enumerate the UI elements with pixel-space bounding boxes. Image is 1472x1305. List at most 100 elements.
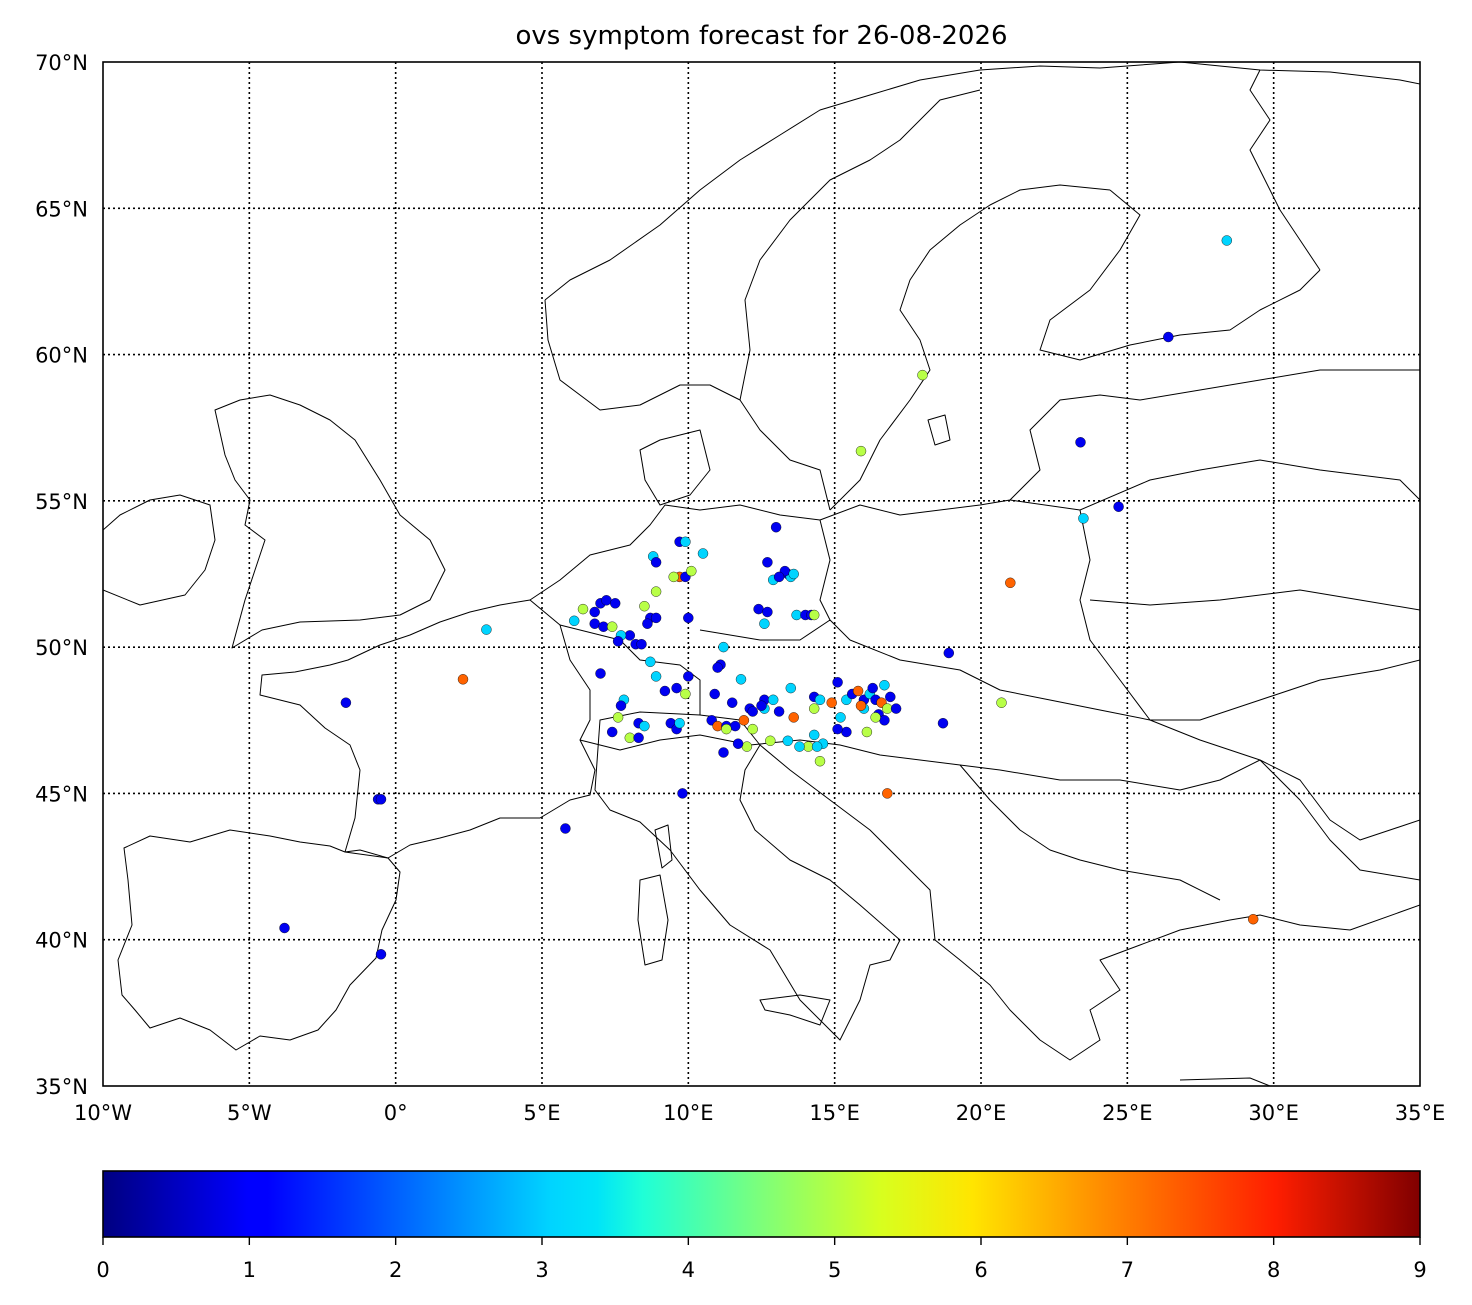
station-point bbox=[569, 615, 580, 626]
coastlines-and-borders bbox=[103, 62, 1420, 1086]
station-point bbox=[589, 606, 600, 618]
colorbar-tick-label: 5 bbox=[828, 1258, 841, 1282]
station-point bbox=[1078, 513, 1089, 524]
lon-tick-label: 10°E bbox=[663, 1101, 714, 1125]
station-point bbox=[759, 618, 770, 629]
lat-tick-label: 45°N bbox=[35, 782, 88, 806]
station-point bbox=[457, 674, 469, 685]
iberia-coast bbox=[117, 829, 401, 1051]
station-point bbox=[826, 697, 837, 708]
map-frame bbox=[102, 61, 1421, 1087]
station-point bbox=[375, 949, 387, 960]
italy-coast bbox=[594, 711, 901, 1041]
britain-coast bbox=[214, 394, 446, 649]
station-point bbox=[633, 732, 644, 743]
station-point bbox=[607, 726, 618, 738]
station-point bbox=[718, 641, 729, 653]
station-point bbox=[375, 794, 387, 805]
station-point bbox=[601, 595, 612, 606]
black-sea-coast bbox=[1259, 759, 1420, 841]
station-point bbox=[803, 741, 814, 752]
station-point bbox=[680, 688, 691, 700]
gotland-coast bbox=[927, 414, 951, 446]
balkans-coast bbox=[759, 744, 1420, 1061]
station-point bbox=[1247, 914, 1259, 925]
lon-tick-label: 0° bbox=[384, 1101, 408, 1125]
sweden-norway-border bbox=[739, 89, 981, 401]
colorbar-tick-label: 4 bbox=[682, 1258, 695, 1282]
station-point bbox=[882, 788, 893, 799]
station-point bbox=[642, 618, 653, 629]
lat-tick-label: 40°N bbox=[35, 929, 88, 953]
station-point bbox=[835, 712, 846, 723]
colorbar bbox=[102, 1170, 1421, 1238]
colorbar-tick-label: 8 bbox=[1267, 1258, 1280, 1282]
station-point bbox=[697, 548, 709, 559]
station-point bbox=[882, 703, 893, 714]
station-point bbox=[730, 720, 741, 732]
station-point bbox=[598, 621, 609, 632]
station-point bbox=[770, 522, 782, 533]
finland-coast bbox=[1039, 189, 1321, 361]
sardinia-coast bbox=[637, 874, 669, 966]
station-point bbox=[809, 703, 820, 714]
colorbar-tick-label: 9 bbox=[1413, 1258, 1426, 1282]
station-point bbox=[741, 741, 753, 752]
station-point bbox=[671, 682, 682, 694]
station-point bbox=[683, 671, 694, 682]
ireland-coast bbox=[103, 494, 216, 606]
station-point bbox=[645, 656, 656, 667]
lat-tick-label: 35°N bbox=[35, 1075, 88, 1099]
station-point bbox=[712, 662, 723, 673]
station-point bbox=[885, 691, 896, 703]
station-point bbox=[768, 694, 779, 705]
station-point bbox=[747, 706, 758, 717]
map-title: ovs symptom forecast for 26-08-2026 bbox=[515, 21, 1007, 51]
border-alps bbox=[579, 734, 1001, 771]
lon-tick-label: 20°E bbox=[956, 1101, 1007, 1125]
station-point bbox=[996, 697, 1007, 708]
station-point bbox=[1005, 577, 1016, 588]
station-point bbox=[615, 700, 627, 711]
station-point bbox=[788, 568, 799, 580]
station-point bbox=[867, 682, 878, 694]
station-point bbox=[732, 738, 744, 749]
station-point bbox=[668, 571, 679, 583]
north-sea-coast bbox=[529, 369, 1420, 601]
colorbar-tick-label: 1 bbox=[243, 1258, 256, 1282]
station-point bbox=[686, 565, 697, 577]
station-point bbox=[794, 741, 805, 752]
station-point bbox=[659, 685, 671, 697]
border-south-east bbox=[959, 759, 1261, 901]
station-point bbox=[481, 624, 492, 635]
station-point bbox=[1075, 437, 1086, 448]
station-points bbox=[279, 235, 1259, 960]
station-point bbox=[674, 718, 685, 729]
station-point bbox=[677, 788, 688, 799]
border-west bbox=[559, 624, 701, 715]
border-russia bbox=[1150, 659, 1420, 721]
station-point bbox=[890, 703, 902, 714]
station-point bbox=[1221, 235, 1233, 246]
norway-coast bbox=[544, 62, 1420, 301]
station-point bbox=[650, 612, 662, 624]
finland-border bbox=[1249, 69, 1321, 271]
station-point bbox=[683, 612, 694, 624]
station-point bbox=[773, 571, 785, 583]
station-point bbox=[855, 700, 867, 711]
lon-tick-label: 5°W bbox=[227, 1101, 272, 1125]
station-point bbox=[279, 922, 290, 934]
station-point bbox=[624, 630, 635, 641]
lat-tick-label: 50°N bbox=[35, 636, 88, 660]
station-point bbox=[788, 712, 799, 723]
station-point bbox=[612, 712, 624, 723]
colorbar-ticks: 0 1 2 3 4 5 6 7 8 9 bbox=[96, 1237, 1427, 1282]
station-point bbox=[943, 647, 954, 659]
station-point bbox=[756, 700, 767, 711]
station-point bbox=[809, 729, 820, 741]
station-point bbox=[762, 557, 773, 568]
colorbar-tick-label: 6 bbox=[974, 1258, 987, 1282]
sicily-coast bbox=[759, 994, 831, 1026]
lon-tick-label: 35°E bbox=[1395, 1101, 1446, 1125]
